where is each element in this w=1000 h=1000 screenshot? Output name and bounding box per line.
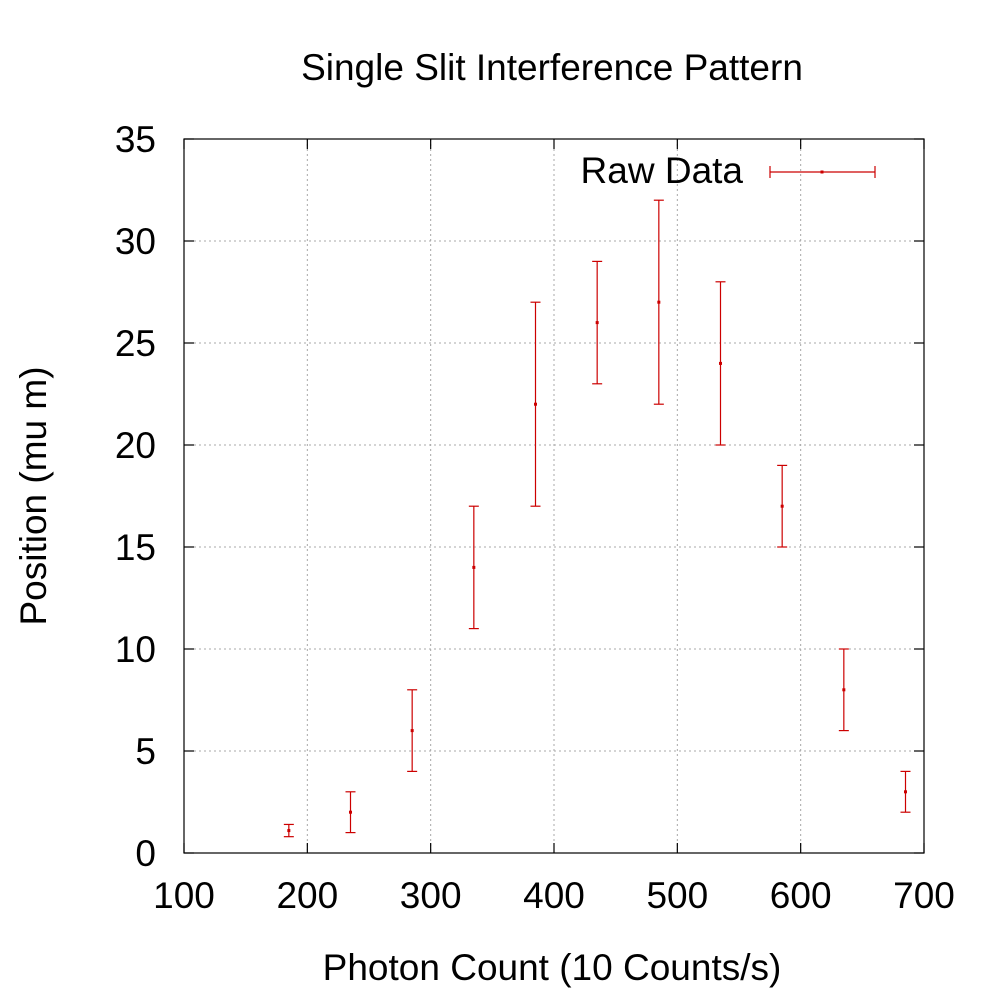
data-point-errorbar <box>530 301 541 507</box>
data-point <box>904 790 907 794</box>
data-point <box>719 361 722 365</box>
x-tick-label: 600 <box>770 875 832 916</box>
plot-frame <box>183 138 925 854</box>
series-raw-data <box>283 199 911 838</box>
y-tick-label: 5 <box>135 731 156 772</box>
x-tick-label: 100 <box>153 875 215 916</box>
data-point-errorbar <box>838 648 849 732</box>
data-point-errorbar <box>592 260 603 385</box>
y-tick-label: 25 <box>115 323 156 364</box>
data-point <box>780 504 784 508</box>
data-point <box>349 810 352 814</box>
data-series <box>283 199 911 838</box>
y-tick-label: 20 <box>115 425 156 466</box>
data-point <box>842 688 846 692</box>
data-point <box>410 729 414 733</box>
data-point <box>287 829 291 833</box>
data-point-errorbar <box>715 281 726 446</box>
y-tick-label: 10 <box>115 629 156 670</box>
x-tick-label: 700 <box>893 875 955 916</box>
data-point-errorbar <box>283 823 294 838</box>
x-tick-label: 500 <box>646 875 708 916</box>
legend-point-marker <box>820 170 824 174</box>
legend-label: Raw Data <box>581 150 744 191</box>
grid <box>184 139 924 853</box>
data-point-errorbar <box>407 689 418 773</box>
y-tick-labels: 0 5 10 15 20 25 30 35 <box>115 119 156 874</box>
data-point <box>534 402 537 406</box>
x-axis-label: Photon Count (10 Counts/s) <box>323 947 782 988</box>
y-tick-label: 15 <box>115 527 156 568</box>
y-tick-label: 35 <box>115 119 156 160</box>
y-tick-label: 0 <box>135 833 156 874</box>
x-tick-labels: 100 200 300 400 500 600 700 <box>153 875 955 916</box>
data-point-errorbar <box>468 505 479 630</box>
data-point-errorbar <box>345 791 356 834</box>
data-point-errorbar <box>900 770 911 813</box>
data-point <box>595 321 599 325</box>
data-point <box>657 300 661 304</box>
x-tick-label: 200 <box>276 875 338 916</box>
y-tick-label: 30 <box>115 221 156 262</box>
y-axis-label: Position (mu m) <box>13 366 54 625</box>
x-tick-label: 300 <box>400 875 462 916</box>
data-point-errorbar <box>653 199 664 405</box>
x-tick-label: 400 <box>523 875 585 916</box>
chart-title: Single Slit Interference Pattern <box>301 47 803 88</box>
data-point-errorbar <box>777 464 788 548</box>
legend: Raw Data <box>581 150 876 191</box>
data-point <box>472 565 476 569</box>
